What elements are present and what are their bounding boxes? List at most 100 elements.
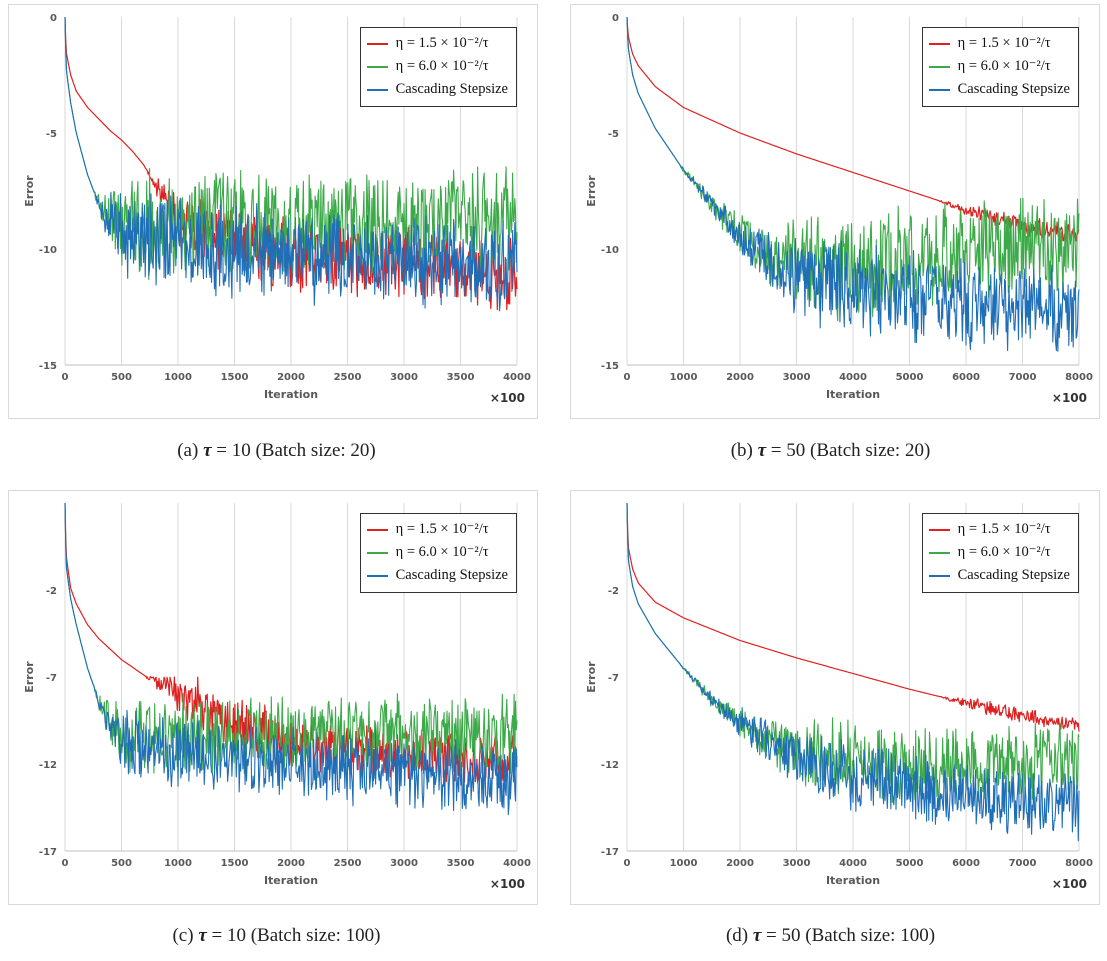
y-tick-label: -10 bbox=[601, 245, 619, 256]
x-tick-label: 1500 bbox=[221, 858, 249, 869]
legend-item-red: η = 1.5 × 10⁻²/τ bbox=[366, 32, 508, 55]
x-tick-label: 3000 bbox=[390, 372, 418, 383]
legend-label-green: η = 6.0 × 10⁻²/τ bbox=[395, 58, 489, 74]
series-line bbox=[64, 502, 518, 778]
caption-a-tau: τ bbox=[203, 440, 212, 461]
series-line bbox=[64, 16, 518, 312]
x-tick-label: 6000 bbox=[952, 372, 980, 383]
x-tick-label: 500 bbox=[111, 858, 132, 869]
x-tick-label: 1000 bbox=[164, 858, 192, 869]
caption-d: (d) τ = 50 (Batch size: 100) bbox=[554, 925, 1107, 947]
x-tick-label: 0 bbox=[624, 372, 631, 383]
legend-d: η = 1.5 × 10⁻²/τ η = 6.0 × 10⁻²/τ Cascad… bbox=[921, 513, 1079, 593]
legend-label-blue: Cascading Stepsize bbox=[395, 567, 508, 583]
legend-c: η = 1.5 × 10⁻²/τ η = 6.0 × 10⁻²/τ Cascad… bbox=[359, 513, 517, 593]
chart-panel-c: 0 500 1000 1500 2000 2500 3000 3500 4000 -2 -7 -12 -… bbox=[8, 490, 538, 905]
x-tick-label: 7000 bbox=[1009, 858, 1037, 869]
y-tick-label: -5 bbox=[608, 129, 619, 140]
x-multiplier-c: ×100 bbox=[489, 877, 525, 891]
legend-swatch-green bbox=[928, 551, 950, 554]
series-line bbox=[626, 16, 1080, 242]
x-tick-label: 2000 bbox=[726, 372, 754, 383]
legend-label-red: η = 1.5 × 10⁻²/τ bbox=[957, 35, 1051, 51]
x-tick-label: 2000 bbox=[277, 858, 305, 869]
legend-item-red: η = 1.5 × 10⁻²/τ bbox=[366, 518, 508, 541]
legend-swatch-red bbox=[366, 42, 388, 45]
x-tick-label: 5000 bbox=[896, 858, 924, 869]
chart-panel-b: 0 1000 2000 3000 4000 5000 6000 7000 8000 0 -5 -10 -… bbox=[570, 4, 1100, 419]
chart-svg-a: 0 500 1000 1500 2000 2500 3000 3500 4000 0 -5 -10 -1… bbox=[23, 13, 531, 401]
y-tick-label: -17 bbox=[39, 847, 57, 858]
y-tick-label: 0 bbox=[50, 13, 57, 24]
x-tick-label: 3000 bbox=[390, 858, 418, 869]
series-line bbox=[626, 502, 1080, 842]
legend-item-red: η = 1.5 × 10⁻²/τ bbox=[928, 32, 1070, 55]
caption-b-rest: = 50 (Batch size: 20) bbox=[766, 440, 931, 461]
chart-panel-a: 0 500 1000 1500 2000 2500 3000 3500 4000 0 -5 -10 -1… bbox=[8, 4, 538, 419]
x-tick-label: 1000 bbox=[670, 858, 698, 869]
series-line bbox=[64, 502, 518, 816]
x-tick-label: 0 bbox=[62, 858, 69, 869]
x-axis-label: Iteration bbox=[264, 388, 318, 401]
x-tick-label: 4000 bbox=[503, 858, 531, 869]
legend-swatch-blue bbox=[366, 88, 388, 91]
series-line bbox=[626, 502, 1080, 804]
y-axis-label: Error bbox=[23, 661, 36, 693]
legend-swatch-green bbox=[366, 551, 388, 554]
y-tick-label: -12 bbox=[39, 760, 57, 771]
y-axis-label: Error bbox=[585, 661, 598, 693]
legend-item-red: η = 1.5 × 10⁻²/τ bbox=[928, 518, 1070, 541]
x-axis-label: Iteration bbox=[264, 874, 318, 887]
y-tick-label: -17 bbox=[601, 847, 619, 858]
legend-label-red: η = 1.5 × 10⁻²/τ bbox=[395, 521, 489, 537]
y-tick-label: -5 bbox=[46, 129, 57, 140]
legend-label-blue: Cascading Stepsize bbox=[957, 81, 1070, 97]
y-tick-label: -7 bbox=[608, 673, 619, 684]
caption-b-tau: τ bbox=[757, 440, 767, 461]
legend-swatch-red bbox=[928, 528, 950, 531]
caption-d-rest: = 50 (Batch size: 100) bbox=[761, 925, 936, 946]
y-axis-label: Error bbox=[585, 175, 598, 207]
legend-label-red: η = 1.5 × 10⁻²/τ bbox=[957, 521, 1051, 537]
x-tick-label: 4000 bbox=[839, 372, 867, 383]
legend-label-green: η = 6.0 × 10⁻²/τ bbox=[957, 544, 1051, 560]
x-tick-label: 1500 bbox=[221, 372, 249, 383]
x-tick-label: 3500 bbox=[447, 858, 475, 869]
x-tick-label: 3000 bbox=[783, 858, 811, 869]
y-axis-label: Error bbox=[23, 175, 36, 207]
x-tick-label: 2000 bbox=[277, 372, 305, 383]
x-axis-label: Iteration bbox=[826, 388, 880, 401]
caption-d-tau: τ bbox=[752, 925, 762, 946]
y-tick-label: -2 bbox=[46, 586, 57, 597]
y-tick-label: -2 bbox=[608, 586, 619, 597]
caption-b: (b) τ = 50 (Batch size: 20) bbox=[554, 440, 1107, 462]
x-multiplier-b: ×100 bbox=[1051, 391, 1087, 405]
x-tick-label: 2500 bbox=[334, 372, 362, 383]
x-tick-label: 2000 bbox=[726, 858, 754, 869]
legend-item-green: η = 6.0 × 10⁻²/τ bbox=[928, 541, 1070, 564]
y-tick-label: -10 bbox=[39, 245, 57, 256]
legend-item-green: η = 6.0 × 10⁻²/τ bbox=[366, 55, 508, 78]
y-tick-label: -7 bbox=[46, 673, 57, 684]
series-line bbox=[626, 16, 1080, 352]
x-tick-label: 4000 bbox=[503, 372, 531, 383]
x-tick-label: 3500 bbox=[447, 372, 475, 383]
legend-item-green: η = 6.0 × 10⁻²/τ bbox=[366, 541, 508, 564]
x-tick-label: 3000 bbox=[783, 372, 811, 383]
x-axis-label: Iteration bbox=[826, 874, 880, 887]
caption-b-prefix: (b) bbox=[730, 440, 758, 461]
y-tick-label: -12 bbox=[601, 760, 619, 771]
legend-swatch-green bbox=[928, 65, 950, 68]
legend-item-green: η = 6.0 × 10⁻²/τ bbox=[928, 55, 1070, 78]
caption-d-prefix: (d) bbox=[725, 925, 753, 946]
chart-panel-d: 0 1000 2000 3000 4000 5000 6000 7000 8000 -2 -7 -12… bbox=[570, 490, 1100, 905]
caption-a-prefix: (a) bbox=[177, 440, 204, 461]
legend-item-blue: Cascading Stepsize bbox=[928, 564, 1070, 587]
caption-a-rest: = 10 (Batch size: 20) bbox=[211, 440, 376, 461]
x-tick-label: 1000 bbox=[670, 372, 698, 383]
legend-label-green: η = 6.0 × 10⁻²/τ bbox=[957, 58, 1051, 74]
x-tick-label: 4000 bbox=[839, 858, 867, 869]
x-tick-label: 8000 bbox=[1065, 858, 1093, 869]
caption-c-tau: τ bbox=[198, 925, 207, 946]
caption-c-rest: = 10 (Batch size: 100) bbox=[206, 925, 381, 946]
